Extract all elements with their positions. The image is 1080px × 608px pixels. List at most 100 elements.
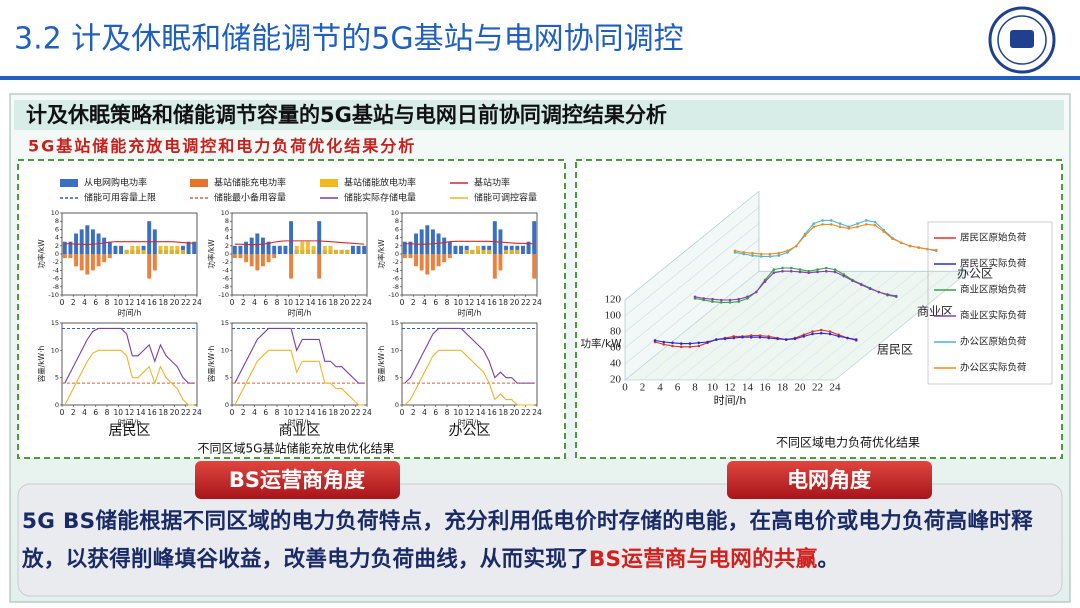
x-tick-label: 24 <box>830 382 842 394</box>
y-tick-label: 5 <box>55 374 59 382</box>
storage-power-bar <box>328 245 333 254</box>
load-point <box>821 223 824 226</box>
load-point <box>838 222 842 225</box>
storage-power-bar <box>244 254 249 263</box>
x-tick-label: 10 <box>113 408 123 417</box>
load-point <box>688 342 692 345</box>
y-axis-label: 功率/kW <box>376 239 386 269</box>
legend-label: 储能可调控容量 <box>474 192 537 204</box>
load-point <box>777 251 781 255</box>
x-tick-label: 10 <box>453 298 463 307</box>
x-tick-label: 20 <box>340 408 350 417</box>
load-point <box>824 266 828 270</box>
x-tick-label: 2 <box>640 382 646 394</box>
x-tick-label: 8 <box>275 408 280 417</box>
x-tick-label: 8 <box>105 408 110 417</box>
adjustable-capacity-line <box>404 349 535 406</box>
y-tick-label: 0 <box>225 250 229 258</box>
x-axis-label: 时间/h <box>288 418 312 428</box>
legend-swatch <box>190 179 208 187</box>
load-point <box>856 225 859 229</box>
grid-purchase-bar <box>107 241 112 254</box>
x-tick-label: 22 <box>521 298 531 307</box>
legend-label: 基站储能充电功率 <box>214 177 286 189</box>
x-tick-label: 22 <box>181 408 191 417</box>
y-tick-label: 10 <box>221 346 229 354</box>
conclusion: 5G BS储能根据不同区域的电力负荷特点，充分利用低电价时存储的电能，在高电价或… <box>22 503 1056 579</box>
load-point <box>833 268 837 271</box>
load-point <box>802 335 806 338</box>
load-point <box>679 342 683 345</box>
area-label: 居民区 <box>877 343 913 357</box>
legend-swatch <box>320 179 338 187</box>
x-tick-label: 4 <box>82 298 87 307</box>
x-tick-label: 8 <box>105 298 110 307</box>
load-point <box>688 345 692 349</box>
grid-purchase-bar <box>249 237 254 254</box>
grid-line <box>694 271 830 381</box>
grid-purchase-bar <box>362 245 367 254</box>
storage-power-bar <box>475 245 480 254</box>
grid-line <box>764 271 900 381</box>
load-point <box>873 223 877 227</box>
x-tick-label: 24 <box>192 408 202 417</box>
storage-power-bar <box>532 254 537 279</box>
x-tick-label: 6 <box>433 408 438 417</box>
x-tick-label: 16 <box>487 298 497 307</box>
storage-power-bar <box>141 249 146 254</box>
storage-power-bar <box>180 249 185 254</box>
legend-label: 基站功率 <box>474 177 510 189</box>
storage-power-bar <box>266 254 271 263</box>
storage-power-bar <box>430 254 435 271</box>
x-tick-label: 10 <box>707 382 719 394</box>
load-point <box>908 244 912 248</box>
storage-power-bar <box>504 249 509 254</box>
legend-swatch <box>60 179 78 187</box>
area-label: 办公区 <box>449 423 491 439</box>
y-tick-label: 6 <box>55 225 59 233</box>
y-tick-label: -10 <box>388 291 399 299</box>
x-tick-label: 0 <box>60 298 65 307</box>
load-point <box>851 279 854 283</box>
x-tick-label: 10 <box>283 408 293 417</box>
grid-line <box>624 191 760 301</box>
storage-power-bar <box>322 245 327 254</box>
load-point <box>772 268 776 271</box>
x-tick-label: 18 <box>328 408 338 417</box>
x-tick-label: 4 <box>252 298 257 307</box>
storage-power-bar <box>317 254 322 279</box>
y-tick-label: -4 <box>53 266 59 274</box>
load-point <box>811 332 814 336</box>
section-title: 5G基站储能充放电调控和电力负荷优化结果分析 <box>28 137 416 156</box>
x-tick-label: 24 <box>362 298 372 307</box>
grid-purchase-bar <box>260 237 265 254</box>
load-line <box>654 332 857 345</box>
load-point <box>807 271 811 275</box>
load-point <box>793 337 797 341</box>
area-label: 商业区 <box>279 423 321 439</box>
x-tick-label: 6 <box>263 298 268 307</box>
y-tick-label: -8 <box>393 283 399 291</box>
x-tick-label: 24 <box>532 298 542 307</box>
storage-power-bar <box>158 245 163 254</box>
x-tick-label: 12 <box>295 408 305 417</box>
grid-purchase-bar <box>430 229 435 254</box>
adjustable-capacity-line <box>234 349 365 406</box>
area-label: 商业区 <box>917 304 953 319</box>
grid-purchase-bar <box>526 241 531 254</box>
x-tick-label: 22 <box>181 298 191 307</box>
x-tick-label: 4 <box>657 382 663 394</box>
load-point <box>821 219 824 222</box>
x-tick-label: 14 <box>306 408 316 417</box>
x-tick-label: 20 <box>340 298 350 307</box>
grid-line <box>729 271 865 381</box>
storage-power-bar <box>414 254 419 267</box>
grid-purchase-bar <box>62 241 67 254</box>
x-tick-label: 12 <box>295 298 305 307</box>
x-tick-label: 16 <box>487 408 497 417</box>
y-tick-label: 10 <box>391 209 399 217</box>
storage-power-bar <box>470 249 475 254</box>
x-tick-label: 12 <box>465 408 475 417</box>
grid-purchase-bar <box>186 241 191 254</box>
